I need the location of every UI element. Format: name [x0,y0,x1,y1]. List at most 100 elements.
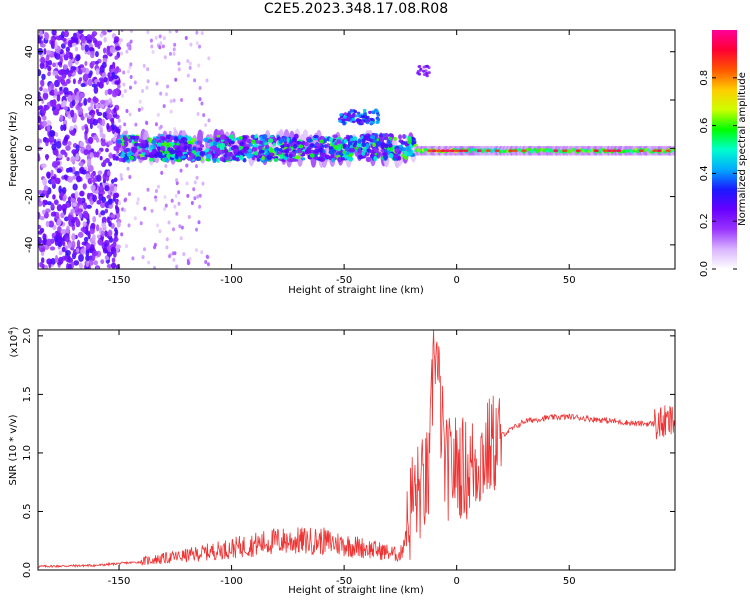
spectrogram-cell [197,147,203,152]
spectrogram-cell [66,263,70,269]
spectrogram-cell [652,149,658,153]
spectrogram-cell [188,144,192,148]
spectrogram-cell [102,222,107,229]
spectrogram-cell [264,144,270,149]
spectrogram-cell [49,130,55,137]
spectrogram-cell [56,103,60,110]
spectrogram-cell [164,203,168,208]
spectrogram-cell [344,146,350,152]
spectrogram-cell [179,236,183,241]
spectrogram-cell [112,136,117,142]
spectrogram-cell [365,143,369,149]
snr-xtick-label: -100 [220,576,243,587]
spectrogram-cell [93,97,99,104]
spectrogram-cell [50,178,56,186]
spectrogram-cell [38,230,43,235]
spectrogram-cell [166,84,170,89]
spectrogram-cell [251,156,256,161]
spectrogram-cell [172,47,176,52]
spectrogram-cell [89,200,94,206]
spectrogram-cell [106,170,111,176]
spectrogram-cell [107,88,113,95]
snr-xtick-label: 0 [453,576,459,587]
spectrogram-cell [293,158,299,162]
spectrogram-cell [192,137,196,142]
spectrogram-cell [154,198,158,203]
spectrogram-cell [232,155,237,161]
spectrogram-cell [61,246,66,253]
spectrogram-cell [103,36,107,43]
spectrogram-cell [131,256,135,261]
spectrogram-cell [463,149,469,153]
spectrogram-cell [117,84,121,89]
spectrogram-cell [293,143,298,149]
spectrogram-cell [279,154,284,160]
spectrogram-cell [328,146,333,150]
spectrogram-cell [99,99,106,105]
spectrogram-cell [46,124,51,132]
spectrogram-cell [90,99,94,108]
spectrogram-cell [38,95,42,102]
spectrogram-cell [50,211,55,217]
spectrogram-cell [106,30,113,33]
spectrogram-cell [79,141,84,148]
spectrogram-cell [288,153,293,158]
spectrogram-cell [153,245,157,250]
spectrogram-cell [140,106,144,111]
spectrogram-cell [370,110,375,114]
spectrogram-cell [38,36,42,44]
spectrogram-cell [436,149,442,153]
spectrogram-cell [243,146,247,152]
spectrogram-cell [129,75,133,80]
spectrogram-cell [88,260,94,266]
spectrogram-cell [38,262,41,268]
spectrogram-cell [255,140,260,144]
spectrogram-cell [78,210,83,219]
spectrogram-cell [95,60,99,65]
spectrogram-cell [182,252,186,257]
spectrogram-cell [50,169,54,176]
spectrogram-xlabel: Height of straight line (km) [288,285,424,296]
spectrogram-cell [195,41,199,46]
spectrogram-cell [79,92,85,98]
spectrogram-cell [106,122,110,130]
spectrogram-cell [53,235,59,243]
spectrogram-cell [286,137,290,143]
spectrogram-ytick-label: 40 [24,45,35,58]
spectrogram-cell [407,136,412,141]
spectrogram-cell [67,90,73,97]
spectrogram-cell [71,42,77,47]
spectrogram-cell [44,32,50,41]
spectrogram-cell [54,254,59,263]
spectrogram-cell [106,194,112,199]
spectrogram-cell [198,97,202,102]
spectrogram-cell [189,42,193,47]
spectrogram-ytick-label: 20 [24,94,35,107]
spectrogram-cell [196,111,200,116]
spectrogram-cell [41,73,46,80]
spectrogram-cell [122,70,126,75]
spectrogram-cell [76,239,81,248]
spectrogram-cell [39,261,44,268]
spectrogram-cell [80,35,86,44]
spectrogram-cell [81,66,87,73]
spectrogram-cell [195,30,199,35]
spectrogram-cell [158,34,162,39]
spectrogram-cell [102,47,107,54]
spectrogram-cell [39,62,45,69]
spectrogram-cell [57,61,63,66]
spectrogram-cell [82,221,87,227]
spectrogram-cell [158,229,162,234]
spectrogram-cell [341,157,345,161]
spectrogram-cell [97,43,101,50]
spectrogram-cell [56,94,61,102]
spectrogram-cell [103,77,108,83]
spectrogram-cell [63,87,69,95]
spectrogram-cell [185,181,189,186]
spectrogram-cell [398,147,404,152]
spectrogram-cell [70,65,74,74]
spectrogram-cell [100,259,105,265]
spectrogram-cell [256,158,261,162]
spectrogram-cell [168,254,172,259]
spectrogram-cell [337,156,343,163]
